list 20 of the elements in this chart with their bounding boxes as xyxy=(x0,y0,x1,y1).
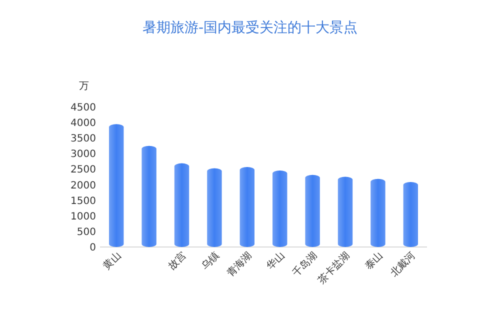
y-tick-label: 1000 xyxy=(70,211,96,222)
x-tick-label: 华山 xyxy=(264,250,287,272)
x-tick-label: 北戴河 xyxy=(388,250,418,280)
x-tick-label: 黄山 xyxy=(100,250,124,272)
y-tick-label: 2500 xyxy=(70,164,96,176)
x-tick-label: 泰山 xyxy=(362,250,386,272)
y-tick-label: 1500 xyxy=(70,196,96,207)
y-tick-label: 4000 xyxy=(70,118,96,130)
y-tick-label: 3000 xyxy=(70,149,96,160)
x-tick-label: 茶卡盐湖 xyxy=(316,250,352,286)
ylabel: 万 xyxy=(79,81,89,92)
title: 暑期旅游-国内最受关注的十大景点 xyxy=(142,20,358,36)
y-tick-label: 3500 xyxy=(70,134,96,145)
x-tick-label: 故宫 xyxy=(166,250,189,272)
y-tick-label: 0 xyxy=(90,242,96,254)
x-tick-label: 青海湖 xyxy=(224,250,254,280)
y-tick-label: 2000 xyxy=(70,180,96,192)
y-tick-label: 500 xyxy=(76,226,96,238)
x-tick-label: 乌镇 xyxy=(198,250,222,272)
y-tick-label: 4500 xyxy=(70,102,96,114)
